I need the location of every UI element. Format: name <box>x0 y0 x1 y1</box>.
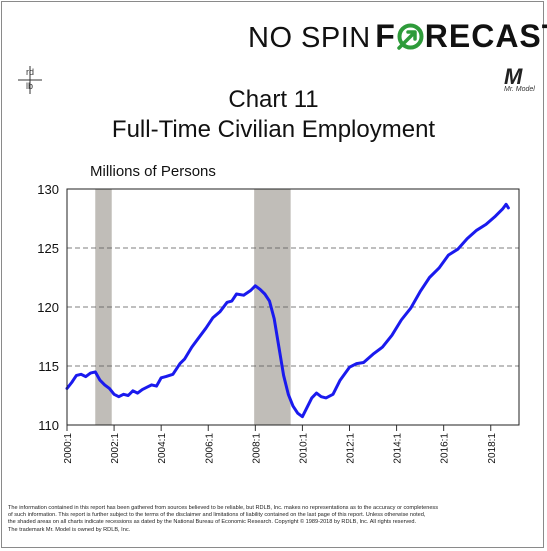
y-axis-unit-label: Millions of Persons <box>90 163 216 180</box>
series-line <box>65 202 510 419</box>
x-tick-label: 2010:1 <box>298 433 309 464</box>
mr-model-logo: M Mr. Model <box>500 64 535 98</box>
x-tick-label: 2002:1 <box>110 433 121 464</box>
plot-border <box>66 188 520 426</box>
disclaimer-line: The trademark Mr. Model is owned by RDLB… <box>8 526 131 533</box>
x-tick-label: 2004:1 <box>157 433 168 464</box>
disclaimer: The information contained in this report… <box>8 505 540 534</box>
y-tick-label: 120 <box>37 300 59 315</box>
brand-suffix: FRECAST <box>375 18 547 54</box>
mr-model-tagline: Mr. Model <box>504 86 535 93</box>
x-tick-label: 2012:1 <box>346 433 357 464</box>
mr-model-letter: M <box>504 64 523 89</box>
y-tick-label: 110 <box>38 418 59 433</box>
x-tick-label: 2014:1 <box>393 433 404 464</box>
brand-prefix: NO SPIN <box>248 22 371 54</box>
chart-number: Chart 11 <box>228 86 319 113</box>
brand-suffix-rest: RECAST <box>424 18 547 54</box>
disclaimer-line: The information contained in this report… <box>8 505 439 511</box>
chart-title: Full-Time Civilian Employment <box>111 116 436 143</box>
rdlb-top: rd <box>26 67 35 77</box>
disclaimer-line: of such information. This report is furt… <box>8 512 426 519</box>
rdlb-bottom: lb <box>26 81 34 91</box>
disclaimer-line: the shaded areas on all charts indicate … <box>8 519 417 526</box>
y-tick-label: 125 <box>37 241 59 256</box>
target-arrow-icon <box>397 21 424 50</box>
x-tick-label: 2006:1 <box>204 433 215 464</box>
y-tick-label: 130 <box>37 182 59 197</box>
x-tick-label: 2018:1 <box>487 433 498 464</box>
y-tick-label: 115 <box>38 359 59 374</box>
rdlb-logo: rd lb <box>18 66 42 94</box>
x-tick-label: 2016:1 <box>440 433 451 464</box>
brand-logo: NO SPIN FRECAST <box>248 18 547 58</box>
x-tick-label: 2000:1 <box>63 433 74 464</box>
x-tick-label: 2008:1 <box>251 433 262 464</box>
